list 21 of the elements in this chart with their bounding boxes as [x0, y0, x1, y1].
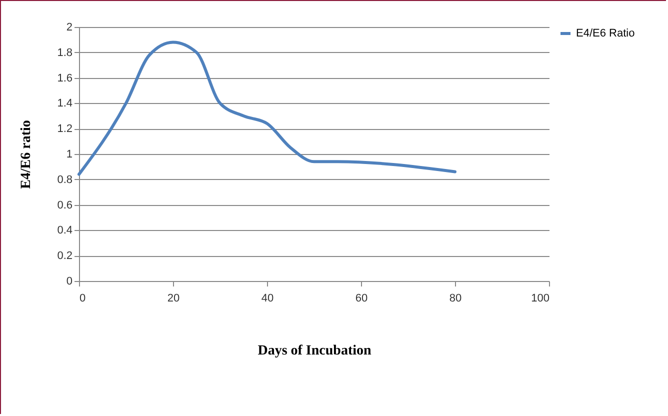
y-tick-label: 0.8 — [57, 174, 72, 186]
y-tick-label: 1.6 — [57, 72, 72, 84]
y-axis-title: E4/E6 ratio — [19, 120, 34, 189]
x-tick-label: 0 — [80, 292, 86, 304]
y-tick-label: 0 — [66, 276, 72, 288]
x-tick-label: 100 — [531, 292, 550, 304]
y-tick-label: 0.6 — [57, 199, 72, 212]
x-tick-label: 20 — [167, 292, 180, 304]
y-tick-label: 0.2 — [57, 250, 72, 262]
x-tick-label: 40 — [261, 292, 274, 304]
x-axis-title: Days of Incubation — [258, 344, 372, 358]
y-tick-label: 1.2 — [57, 123, 72, 136]
x-tick-label: 60 — [355, 292, 368, 304]
y-tick-label: 2 — [66, 22, 72, 34]
y-tick-label: 1.8 — [57, 46, 72, 59]
legend-label: E4/E6 Ratio — [576, 28, 635, 40]
y-tick-label: 1.4 — [57, 98, 72, 110]
y-tick-label: 1 — [66, 148, 72, 160]
x-tick-label: 80 — [449, 292, 462, 304]
line-series — [78, 40, 456, 176]
y-tick-label: 0.4 — [57, 224, 72, 237]
